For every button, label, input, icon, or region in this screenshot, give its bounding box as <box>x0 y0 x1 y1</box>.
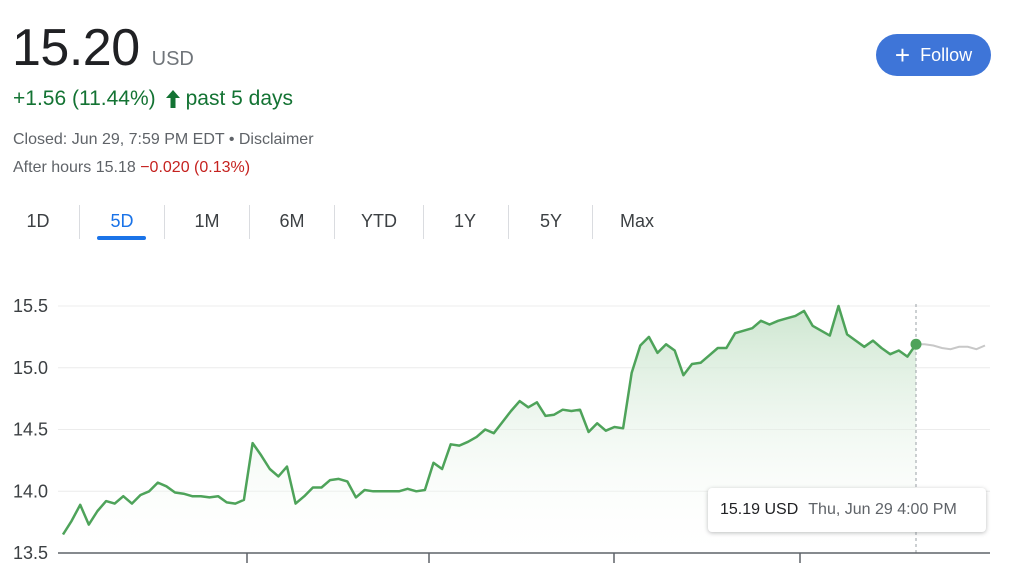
tab-divider <box>592 205 593 239</box>
price-line <box>61 304 918 536</box>
tab-divider <box>249 205 250 239</box>
follow-button[interactable]: + Follow <box>876 34 991 76</box>
arrow-up-icon <box>164 89 182 109</box>
tab-divider <box>508 205 509 239</box>
y-tick-label: 15.0 <box>13 358 48 378</box>
tooltip-time: Thu, Jun 29 4:00 PM <box>808 501 957 518</box>
tab-1m[interactable]: 1M <box>194 211 220 231</box>
y-tick-label: 15.5 <box>13 296 48 316</box>
tab-5d[interactable]: 5D <box>110 211 134 231</box>
tab-divider <box>334 205 335 239</box>
tab-max[interactable]: Max <box>619 211 654 231</box>
currency-label: USD <box>151 48 194 70</box>
active-tab-indicator <box>97 236 146 240</box>
change-period: past 5 days <box>185 87 294 110</box>
closed-status: Closed: Jun 29, 7:59 PM EDT • Disclaimer <box>13 131 314 148</box>
tab-divider <box>164 205 165 239</box>
tab-1d[interactable]: 1D <box>26 211 50 231</box>
y-tick-label: 13.5 <box>13 543 48 563</box>
after-hours-row: After hours 15.18 −0.020 (0.13%) <box>13 159 250 177</box>
y-tick-label: 14.5 <box>13 420 48 440</box>
after-hours-price: After hours 15.18 <box>13 159 136 176</box>
y-tick-label: 14.0 <box>13 481 48 501</box>
tab-divider <box>79 205 80 239</box>
price-header: 15.20 USD <box>12 18 194 78</box>
plus-icon: + <box>894 40 911 70</box>
after-hours-change: −0.020 (0.13%) <box>140 159 251 176</box>
price-tooltip: 15.19 USD Thu, Jun 29 4:00 PM <box>708 488 986 532</box>
tab-6m[interactable]: 6M <box>279 211 305 231</box>
current-price: 15.20 <box>12 19 140 77</box>
after-hours-line <box>916 343 986 351</box>
price-marker <box>910 338 922 350</box>
follow-label: Follow <box>920 44 973 65</box>
price-change-row: +1.56 (11.44%) past 5 days <box>13 87 293 111</box>
tab-ytd[interactable]: YTD <box>361 211 397 231</box>
price-change: +1.56 (11.44%) <box>13 87 156 110</box>
tab-1y[interactable]: 1Y <box>453 211 477 231</box>
price-area <box>63 306 916 553</box>
range-tabs: 1D 5D 1M 6M YTD 1Y 5Y Max <box>0 203 700 243</box>
tab-divider <box>423 205 424 239</box>
price-chart[interactable]: 13.5 14.0 14.5 15.0 15.5 <box>0 280 1034 564</box>
tab-5y[interactable]: 5Y <box>539 211 563 231</box>
tooltip-value: 15.19 USD <box>720 501 799 518</box>
